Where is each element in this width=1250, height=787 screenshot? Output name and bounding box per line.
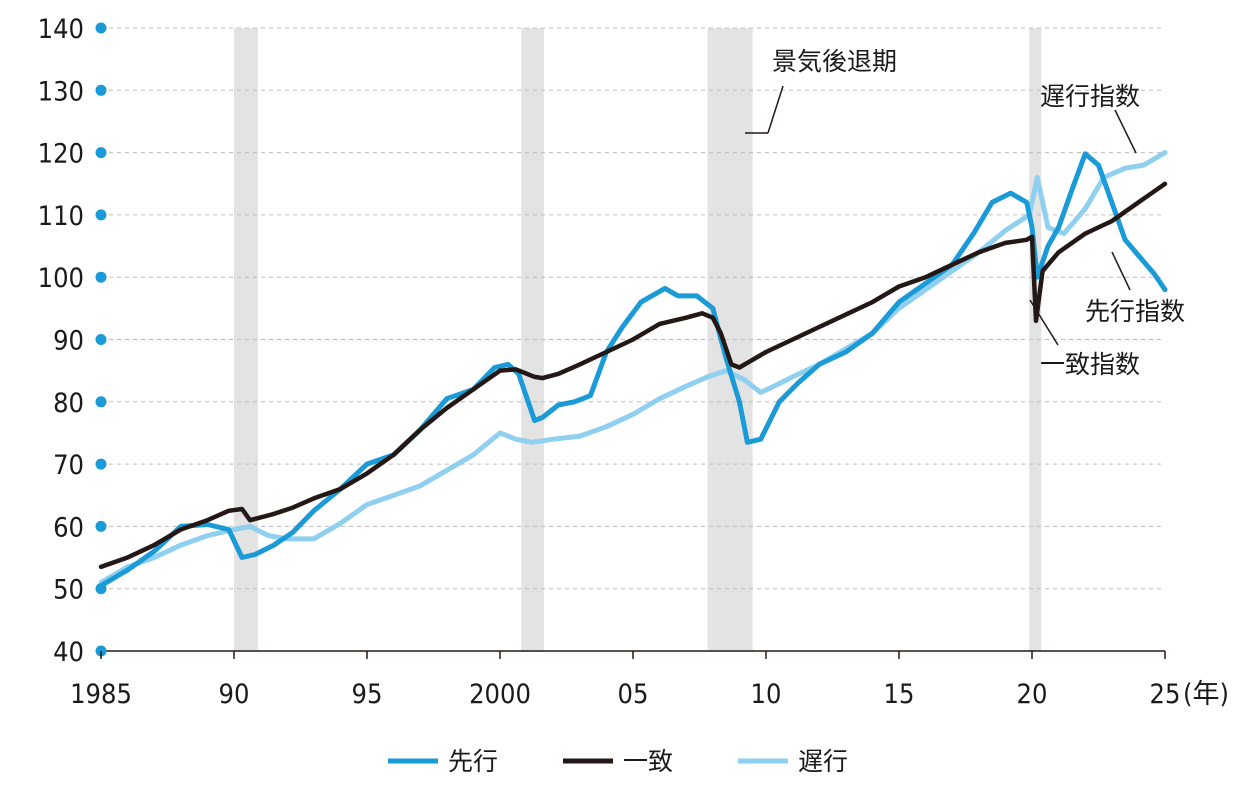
y-tick-dot-140 bbox=[95, 22, 107, 34]
annotation-leading-leader bbox=[1111, 251, 1131, 291]
y-tick-dot-130 bbox=[95, 84, 107, 96]
legend-label-coincident: 一致 bbox=[623, 747, 673, 776]
series-line-leading bbox=[98, 151, 1168, 589]
legend-item-leading: 先行 bbox=[388, 747, 498, 776]
x-tick-label-2005: 05 bbox=[618, 679, 649, 710]
series-lines bbox=[98, 150, 1168, 589]
x-tick-label-1990: 90 bbox=[219, 679, 250, 710]
recession-band-2 bbox=[707, 28, 753, 651]
grid-lines bbox=[101, 27, 1165, 590]
series-line-coincident bbox=[98, 181, 1168, 570]
annotation-lagging: 遅行指数 bbox=[1040, 82, 1140, 154]
x-tick-label-2000: 2000 bbox=[469, 679, 531, 710]
legend: 先行 一致 遅行 bbox=[388, 747, 848, 776]
x-tick-label-2010: 10 bbox=[751, 679, 782, 710]
y-tick-label-120: 120 bbox=[38, 139, 84, 170]
y-tick-label-90: 90 bbox=[53, 326, 84, 357]
annotation-coincident-leader bbox=[1029, 299, 1059, 346]
y-tick-label-60: 60 bbox=[53, 512, 84, 543]
y-tick-dot-90 bbox=[95, 334, 107, 345]
annotation-lagging-leader bbox=[1114, 109, 1137, 154]
annotation-lagging-label: 遅行指数 bbox=[1040, 82, 1140, 111]
y-tick-dot-100 bbox=[95, 271, 107, 283]
x-tick-label-2025: 25 bbox=[1150, 679, 1181, 710]
y-tick-label-80: 80 bbox=[53, 388, 84, 419]
annotation-coincident: 一致指数 bbox=[1029, 299, 1140, 379]
y-tick-label-140: 140 bbox=[38, 14, 84, 45]
y-tick-dot-70 bbox=[95, 458, 107, 470]
annotation-recession-label: 景気後退期 bbox=[772, 47, 897, 76]
y-tick-dot-110 bbox=[95, 209, 107, 221]
x-axis-unit: (年) bbox=[1183, 679, 1229, 710]
y-tick-label-50: 50 bbox=[53, 575, 84, 606]
y-tick-label-100: 100 bbox=[38, 263, 84, 294]
recession-band-1 bbox=[521, 28, 544, 651]
x-tick-label-1995: 95 bbox=[352, 679, 383, 710]
legend-item-lagging: 遅行 bbox=[738, 747, 848, 776]
annotation-leading: 先行指数 bbox=[1085, 251, 1185, 326]
recession-band-3 bbox=[1029, 28, 1042, 651]
y-tick-dot-50 bbox=[95, 583, 107, 595]
annotation-recession-leader bbox=[767, 85, 784, 134]
y-tick-dot-120 bbox=[95, 147, 107, 159]
annotation-recession: 景気後退期 bbox=[745, 47, 897, 134]
annotation-leading-label: 先行指数 bbox=[1085, 297, 1185, 326]
legend-label-lagging: 遅行 bbox=[798, 747, 848, 776]
legend-item-coincident: 一致 bbox=[563, 747, 673, 776]
y-tick-dot-80 bbox=[95, 396, 107, 408]
y-tick-label-130: 130 bbox=[38, 76, 84, 107]
y-tick-label-110: 110 bbox=[38, 201, 84, 232]
y-tick-label-70: 70 bbox=[53, 450, 84, 481]
x-tick-label-2020: 20 bbox=[1017, 679, 1048, 710]
recession-bands bbox=[234, 28, 1042, 651]
legend-label-leading: 先行 bbox=[448, 747, 498, 776]
annotation-coincident-label: 一致指数 bbox=[1040, 350, 1140, 379]
y-tick-dot-60 bbox=[95, 520, 107, 532]
axes: 40 50 60 70 80 90 100 110 120 130 140 1985 90 95 2000 0… bbox=[38, 14, 1229, 710]
x-tick-label-2015: 15 bbox=[884, 679, 915, 710]
x-tick-label-1985: 1985 bbox=[70, 679, 132, 710]
y-tick-label-40: 40 bbox=[53, 637, 84, 668]
